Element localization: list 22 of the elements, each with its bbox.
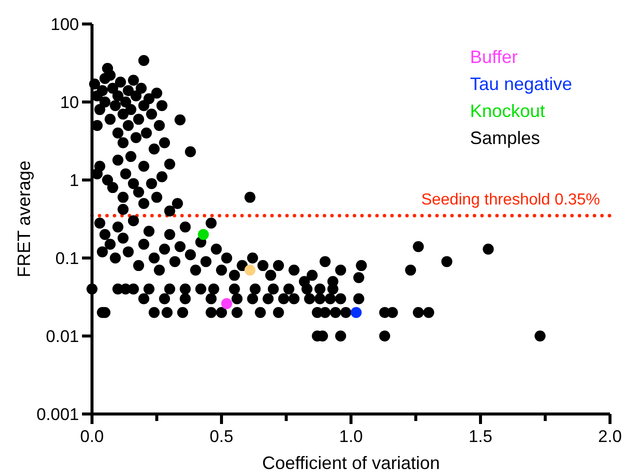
y-tick-label: 0.001	[36, 404, 79, 424]
y-tick-label: 100	[50, 14, 79, 34]
point	[244, 264, 256, 276]
y-tick-label: 0.1	[55, 248, 79, 268]
text: Tau negative	[470, 74, 572, 94]
ref-line-label: Seeding threshold 0.35%	[421, 192, 600, 209]
x-tick-label: 1.5	[468, 427, 492, 446]
x-tick-label: 0.5	[210, 427, 234, 446]
point	[350, 307, 362, 318]
point	[221, 298, 232, 310]
text: Buffer	[470, 47, 518, 67]
y-tick-label: 1	[70, 170, 79, 190]
text: Knockout	[470, 101, 546, 121]
x-tick-label: 1.0	[339, 427, 363, 446]
x-tick-label: 2.0	[598, 427, 622, 446]
text: Samples	[470, 128, 540, 148]
y-tick-label: 0.01	[46, 326, 79, 346]
y-tick-label: 10	[60, 92, 79, 112]
y-axis-title: FRET average	[14, 160, 34, 278]
x-tick-label: 0.0	[80, 427, 104, 446]
point	[198, 229, 209, 240]
x-axis-title: Coefficient of variation	[262, 453, 440, 473]
